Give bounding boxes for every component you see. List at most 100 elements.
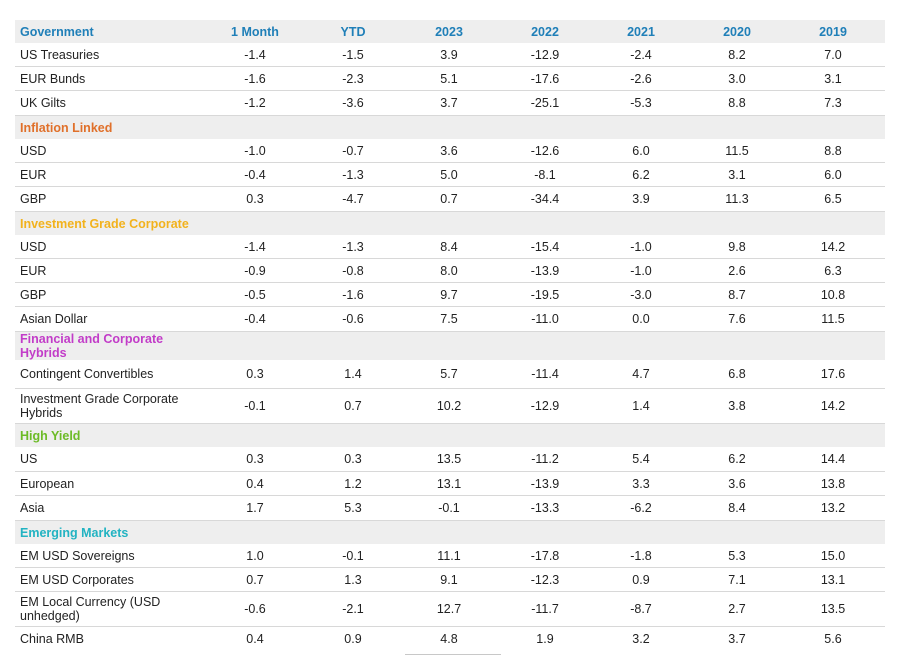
cell-value: 1.7 — [246, 501, 264, 515]
cell-value: 2.6 — [728, 263, 746, 278]
cell-value: -1.4 — [244, 239, 266, 254]
cell-value: -1.0 — [630, 239, 652, 254]
cell-value: -1.0 — [630, 263, 652, 278]
cell-value: 5.6 — [824, 632, 842, 646]
cell-value: -12.9 — [530, 47, 560, 62]
cell-value: -1.6 — [342, 287, 364, 302]
table-row: Contingent Convertibles 0.3 1.4 5.7 -11.4 4.7… — [15, 360, 885, 389]
cell-value: 6.0 — [632, 143, 650, 158]
cell-value: 0.7 — [440, 192, 458, 206]
table-row: EUR -0.9 -0.8 8.0 -13.9 -1.0 2.6 6.3 — [15, 259, 885, 283]
cell-value: -2.3 — [342, 71, 364, 86]
cell-value: -19.5 — [530, 287, 560, 302]
cell-value: 9.7 — [440, 287, 458, 302]
cell-value: 3.9 — [440, 47, 458, 62]
row-label: EUR Bunds — [20, 71, 86, 86]
cell-value: 2.7 — [728, 602, 746, 616]
cell-value: 3.6 — [728, 476, 746, 491]
cell-value: -0.9 — [244, 263, 266, 278]
table-row: GBP 0.3 -4.7 0.7 -34.4 3.9 11.3 6.5 — [15, 187, 885, 212]
cell-value: 17.6 — [820, 367, 846, 381]
cell-value: 14.2 — [820, 239, 846, 254]
cell-value: -0.1 — [244, 399, 266, 413]
row-label: GBP — [20, 192, 47, 206]
column-header: 2021 — [627, 24, 655, 39]
row-label: China RMB — [20, 632, 84, 646]
cell-value: -11.7 — [531, 602, 559, 616]
cell-value: 14.4 — [820, 452, 846, 466]
section-title: Financial and Corporate Hybrids — [20, 332, 164, 360]
table-row: Asia 1.7 5.3 -0.1 -13.3 -6.2 8.4 13.2 — [15, 496, 885, 521]
row-label: Asian Dollar — [20, 312, 88, 326]
cell-value: 7.5 — [440, 312, 458, 326]
cell-value: -12.6 — [530, 143, 560, 158]
cell-value: 6.2 — [728, 452, 746, 466]
cell-value: 3.7 — [728, 632, 746, 646]
cell-value: 0.7 — [246, 572, 264, 587]
row-label: EM Local Currency (USD unhedged) — [20, 595, 161, 623]
cell-value: -17.6 — [530, 71, 560, 86]
cell-value: -34.4 — [530, 192, 560, 206]
cell-value: -0.4 — [244, 312, 266, 326]
cell-value: 3.9 — [632, 192, 650, 206]
cell-value: 7.0 — [824, 47, 842, 62]
cell-value: -1.2 — [244, 96, 266, 110]
cell-value: 3.0 — [728, 71, 746, 86]
cell-value: 7.1 — [728, 572, 746, 587]
table-row: EUR -0.4 -1.3 5.0 -8.1 6.2 3.1 6.0 — [15, 163, 885, 187]
cell-value: 0.7 — [344, 399, 362, 413]
cell-value: -3.0 — [630, 287, 652, 302]
cell-value: 8.0 — [440, 263, 458, 278]
cell-value: 4.8 — [440, 632, 458, 646]
cell-value: -0.7 — [342, 143, 364, 158]
cell-value: -4.7 — [342, 192, 364, 206]
cell-value: 0.4 — [246, 476, 264, 491]
cell-value: -1.5 — [342, 47, 364, 62]
section-title: Inflation Linked — [20, 120, 113, 135]
table-row: EUR Bunds -1.6 -2.3 5.1 -17.6 -2.6 3.0 3.1 — [15, 67, 885, 91]
cell-value: 1.3 — [344, 572, 362, 587]
table-row: China RMB 0.4 0.9 4.8 1.9 3.2 3.7 5.6 — [15, 627, 885, 655]
table-row: EM USD Corporates 0.7 1.3 9.1 -12.3 0.9 7.1 13.… — [15, 568, 885, 592]
section-title: High Yield — [20, 428, 81, 443]
table-row: US Treasuries -1.4 -1.5 3.9 -12.9 -2.4 8.2 7.0 — [15, 43, 885, 67]
cell-value: 3.1 — [824, 71, 842, 86]
section-header: Financial and Corporate Hybrids — [15, 332, 885, 360]
cell-value: 3.2 — [632, 632, 650, 646]
cell-value: 7.3 — [824, 96, 842, 110]
cell-value: 6.2 — [632, 167, 650, 182]
cell-value: 6.5 — [824, 192, 842, 206]
cell-value: -2.1 — [342, 602, 364, 616]
cell-value: -3.6 — [342, 96, 364, 110]
cell-value: 1.0 — [246, 548, 264, 563]
cell-value: 5.7 — [440, 367, 458, 381]
cell-value: 0.3 — [246, 367, 264, 381]
cell-value: 6.0 — [824, 167, 842, 182]
row-label: GBP — [20, 287, 47, 302]
table-row: US 0.3 0.3 13.5 -11.2 5.4 6.2 14.4 — [15, 447, 885, 472]
cell-value: -0.8 — [342, 263, 364, 278]
cell-value: 10.8 — [820, 287, 846, 302]
cell-value: 11.3 — [725, 192, 749, 206]
cell-value: -11.0 — [531, 312, 559, 326]
cell-value: -1.0 — [244, 143, 266, 158]
cell-value: -6.2 — [630, 501, 652, 515]
cell-value: 6.8 — [728, 367, 746, 381]
column-header: YTD — [340, 24, 366, 39]
cell-value: -2.4 — [630, 47, 652, 62]
cell-value: -1.3 — [342, 239, 364, 254]
cell-value: -12.9 — [530, 399, 560, 413]
table-row: Investment Grade Corporate Hybrids -0.1 0.… — [15, 389, 885, 424]
cell-value: -17.8 — [530, 548, 560, 563]
row-label: Asia — [20, 501, 45, 515]
cell-value: 10.2 — [436, 399, 462, 413]
cell-value: 8.8 — [728, 96, 746, 110]
cell-value: 3.1 — [728, 167, 746, 182]
row-label: US Treasuries — [20, 47, 100, 62]
table-row: UK Gilts -1.2 -3.6 3.7 -25.1 -5.3 8.8 7.3 — [15, 91, 885, 116]
cell-value: -1.6 — [244, 71, 266, 86]
column-underline — [405, 654, 501, 655]
cell-value: 11.1 — [437, 548, 461, 563]
row-label: Investment Grade Corporate Hybrids — [20, 392, 179, 420]
cell-value: 13.5 — [820, 602, 846, 616]
